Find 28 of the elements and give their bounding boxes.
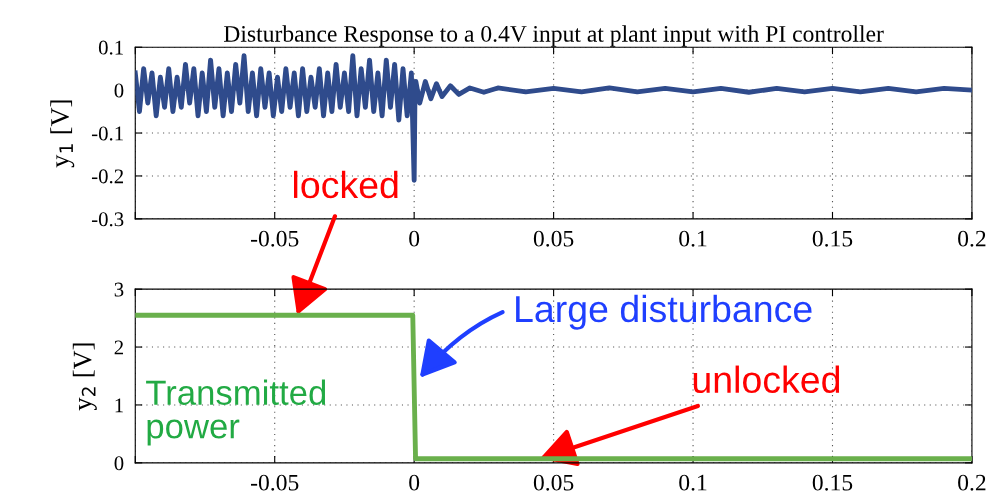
x-tick-label: 0.2 xyxy=(958,474,986,491)
annotation: locked xyxy=(294,170,398,199)
y-tick-label: 0 xyxy=(114,83,124,98)
x-tick-label: 0.05 xyxy=(533,474,574,491)
series-label: Transmitted power xyxy=(146,379,326,446)
y-tick-label: -0.2 xyxy=(91,169,124,184)
x-tick-label: 0.15 xyxy=(812,230,853,247)
x-tick-label: 0 xyxy=(409,230,420,247)
y-tick-label: 2 xyxy=(114,340,124,355)
x-tick-label: 0.15 xyxy=(812,474,853,491)
x-tick-label: -0.05 xyxy=(251,230,299,247)
y-axis-title: y$_{2}$ [V] xyxy=(72,343,97,411)
annotation: Large disturbance xyxy=(516,294,812,330)
x-tick-label: 0 xyxy=(409,474,420,491)
x-tick-label: 0.2 xyxy=(958,230,986,247)
y-tick-label: 3 xyxy=(114,282,124,297)
y-tick-label: 0 xyxy=(114,456,124,471)
y-tick-label: 0.1 xyxy=(98,40,123,55)
y-tick-label: -0.3 xyxy=(91,212,124,227)
x-tick-label: 0.05 xyxy=(533,230,574,247)
y-tick-label: 1 xyxy=(115,398,123,413)
x-tick-label: 0.1 xyxy=(679,474,707,491)
chart-title: Disturbance Response to a 0.4V input at plant input with PI controller xyxy=(223,25,884,47)
x-tick-label: -0.05 xyxy=(251,474,299,491)
annotation: unlocked xyxy=(693,365,840,394)
x-tick-label: 0.1 xyxy=(679,230,707,247)
y-axis-title: y$_{1}$ [V] xyxy=(50,100,75,168)
y-tick-label: -0.1 xyxy=(91,126,123,141)
